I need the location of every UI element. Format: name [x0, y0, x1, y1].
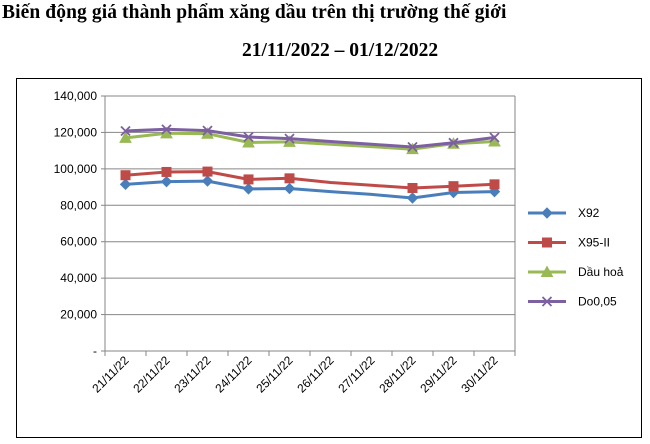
x-tick-label: 21/11/22 — [89, 353, 132, 396]
data-point — [407, 182, 418, 193]
x-tick-label: 23/11/22 — [171, 353, 214, 396]
legend-label: X92 — [578, 206, 600, 220]
data-point — [119, 178, 132, 191]
legend-label: X95-II — [578, 236, 610, 250]
series-line — [125, 179, 495, 200]
data-point — [242, 183, 255, 195]
y-tick-label: 140,000 — [54, 89, 98, 103]
legend-label: Do0,05 — [578, 295, 617, 309]
y-tick-label: 120,000 — [54, 125, 98, 139]
data-point — [448, 181, 459, 192]
data-point — [202, 125, 213, 136]
data-point — [284, 133, 295, 144]
data-point — [489, 179, 500, 190]
legend-marker — [542, 237, 552, 248]
data-point — [202, 166, 213, 177]
legend-label: Dầu hoả — [578, 265, 624, 279]
series-line — [125, 127, 495, 149]
data-point — [161, 166, 172, 177]
legend-marker — [540, 265, 554, 277]
legend-marker — [541, 207, 553, 219]
x-tick-label: 25/11/22 — [253, 353, 296, 396]
data-point — [489, 132, 500, 143]
x-tick-label: 24/11/22 — [212, 353, 255, 396]
data-point — [160, 175, 173, 188]
chart-title: Biến động giá thành phẩm xăng dầu trên t… — [2, 2, 507, 23]
series-line — [125, 170, 495, 190]
data-point — [407, 141, 418, 153]
x-tick-label: 22/11/22 — [130, 353, 173, 396]
data-point — [201, 175, 214, 187]
y-tick-label: 100,000 — [54, 162, 98, 176]
data-point — [283, 182, 296, 195]
x-tick-label: 29/11/22 — [417, 353, 460, 396]
y-tick-label: - — [93, 344, 97, 358]
x-tick-label: 28/11/22 — [376, 353, 419, 396]
data-point — [448, 137, 459, 148]
x-tick-label: 30/11/22 — [458, 353, 501, 396]
data-point — [161, 124, 172, 135]
chart-subtitle: 21/11/2022 – 01/12/2022 — [242, 40, 439, 61]
legend-marker — [541, 296, 553, 307]
data-point — [242, 135, 255, 148]
chart-frame — [16, 78, 642, 438]
data-point — [406, 192, 419, 204]
data-point — [120, 170, 131, 181]
x-tick-label: 27/11/22 — [335, 353, 378, 396]
data-point — [120, 125, 131, 137]
y-tick-label: 60,000 — [60, 235, 97, 249]
data-point — [284, 173, 295, 184]
y-tick-label: 80,000 — [60, 198, 97, 212]
y-tick-label: 20,000 — [60, 308, 97, 322]
y-tick-label: 40,000 — [60, 271, 97, 285]
data-point — [243, 131, 254, 143]
data-point — [243, 174, 254, 185]
data-point — [119, 131, 132, 143]
series-line — [125, 131, 495, 151]
x-tick-label: 26/11/22 — [294, 353, 337, 396]
